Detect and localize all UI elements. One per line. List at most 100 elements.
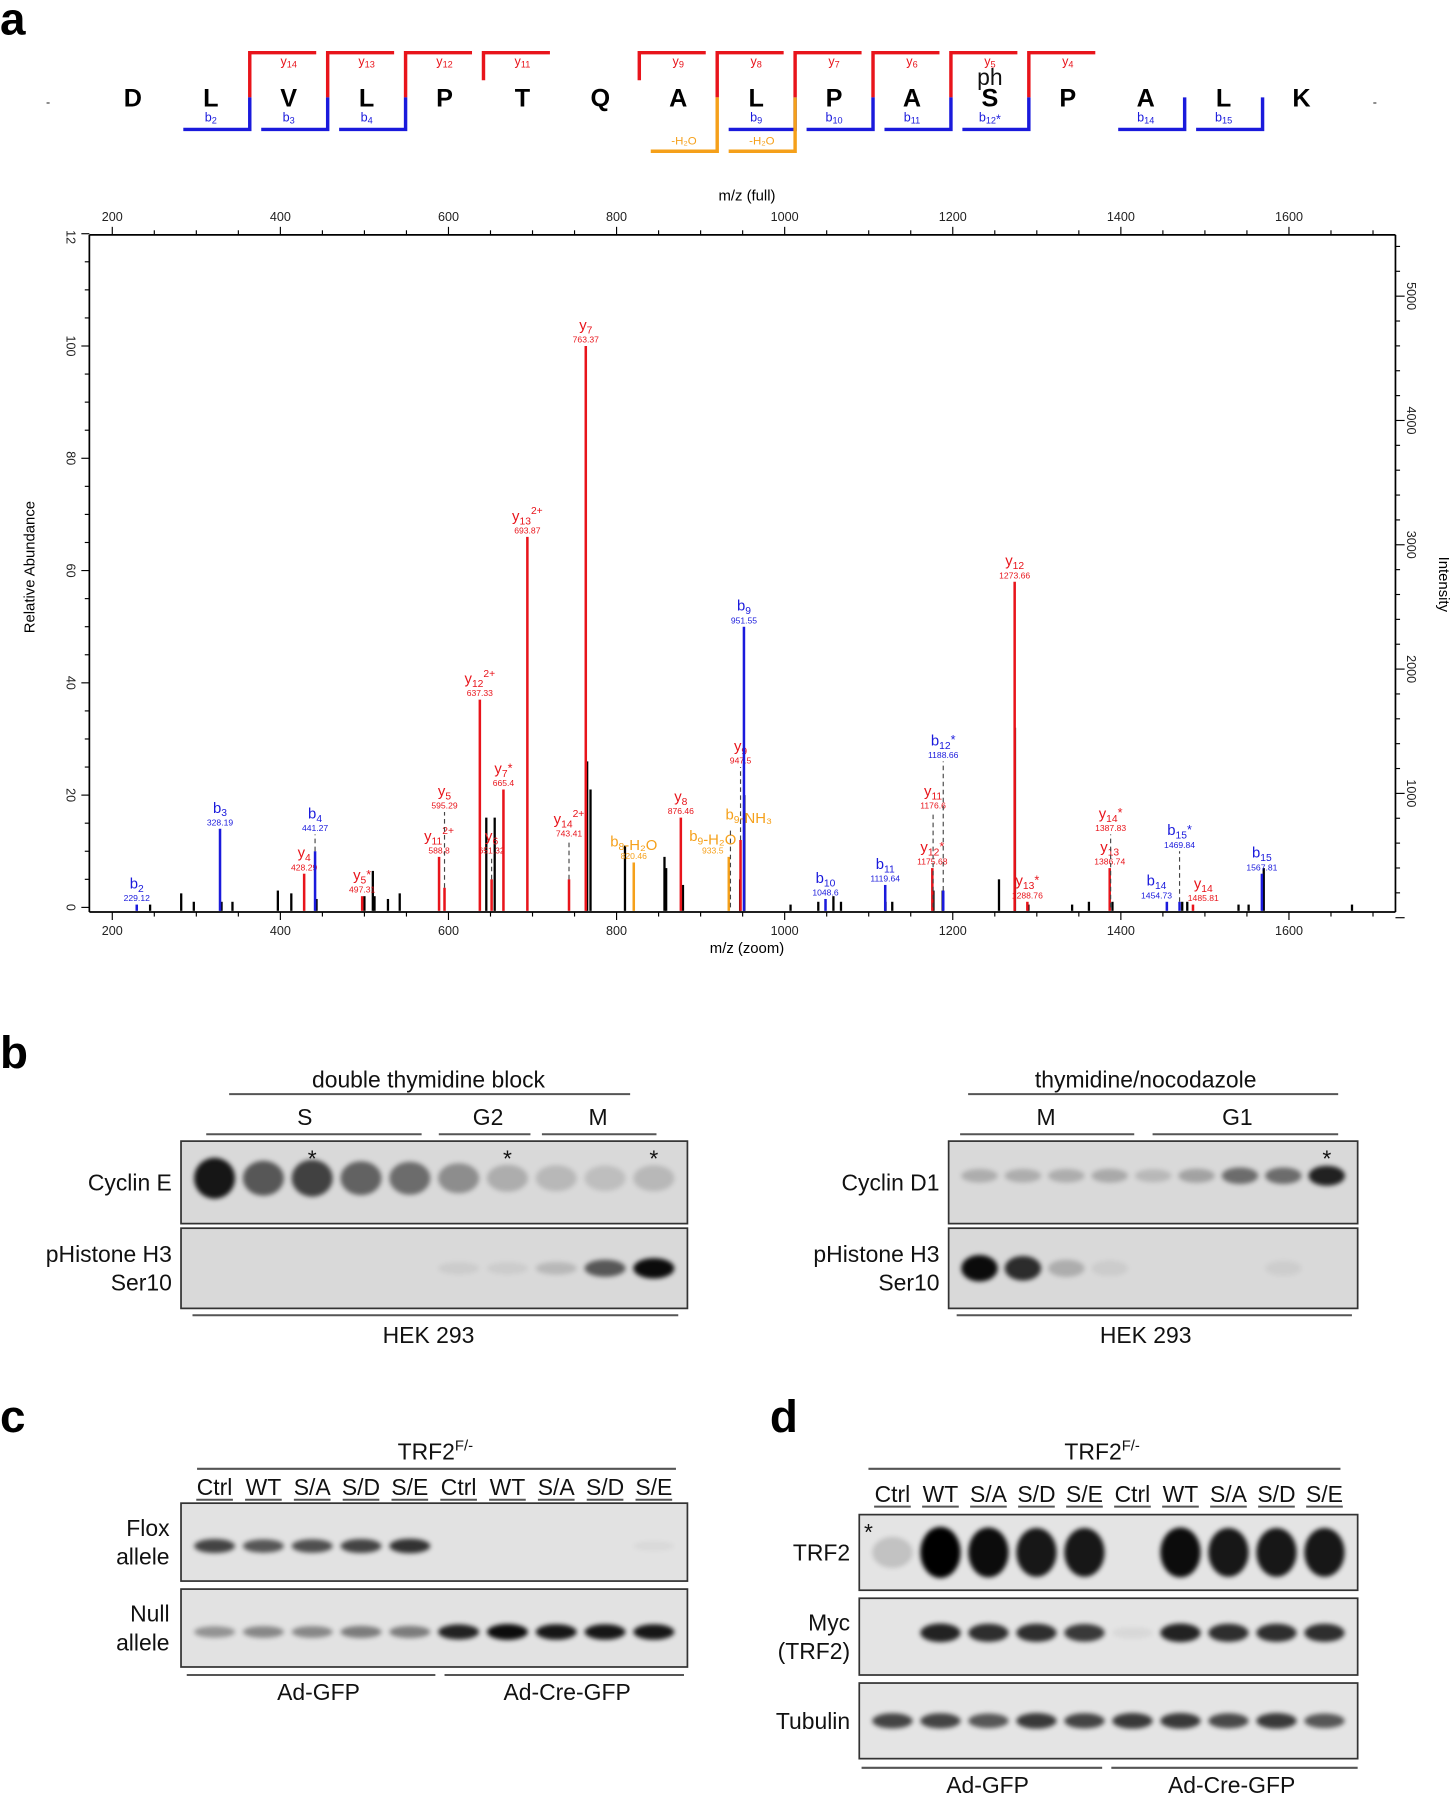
phospho-mark: ph — [977, 64, 1002, 90]
band — [535, 1165, 577, 1192]
ion-number: 8 — [619, 842, 625, 853]
ion-number: 13 — [1108, 847, 1120, 858]
ion-star: * — [939, 840, 944, 854]
peak-ion-label: b15* — [1167, 823, 1192, 842]
ion-type: y — [554, 812, 562, 828]
residue-letter: A — [903, 85, 921, 113]
peak-mz-label: 1119.64 — [870, 874, 900, 884]
ion-number: 13 — [519, 516, 531, 527]
band — [968, 1713, 1009, 1729]
peak-mz-label: 588.8 — [428, 845, 450, 855]
ion-number: 2 — [212, 116, 217, 126]
ion-type: b — [931, 733, 939, 749]
lane-label: S/E — [635, 1474, 672, 1500]
lane-label: S/E — [1066, 1481, 1103, 1507]
peak-ion-label: b9-NH₃ — [726, 808, 773, 827]
y-ion-bracket — [248, 50, 317, 98]
band — [1256, 1623, 1297, 1642]
ion-star: * — [996, 113, 1001, 127]
band — [872, 1713, 913, 1729]
ion-number: 10 — [824, 878, 836, 889]
ion-charge: 2+ — [483, 669, 495, 680]
y-ion-bracket — [715, 50, 784, 98]
ion-type: y — [1062, 54, 1069, 68]
band — [1064, 1528, 1105, 1577]
ion-type: y — [494, 761, 502, 777]
peak-mz-label: 428.29 — [291, 862, 317, 872]
blot-row-label: Ser10 — [878, 1270, 939, 1296]
lane-label: S/D — [1257, 1481, 1295, 1507]
lane-label: S/A — [538, 1474, 576, 1500]
peak-ion-label: b12* — [931, 733, 956, 752]
band — [1256, 1713, 1297, 1729]
y-ion-bracket — [325, 50, 395, 98]
genotype-allele: F/- — [1122, 1438, 1140, 1454]
ion-number: 14 — [1155, 881, 1167, 892]
x-tick-label: 400 — [270, 924, 291, 938]
b-ion-label: b4 — [361, 110, 373, 125]
group-label: Ad-GFP — [946, 1772, 1029, 1798]
panel-c-pcr-gel: TRF2F/- Ctrl WT S/A S/D S/E Ctrl WT S/A S/D S/E Flo… — [116, 1438, 689, 1705]
phase-label: S — [297, 1104, 312, 1130]
peak-mz-label: 1387.83 — [1095, 823, 1126, 833]
peak-ion-label: y4 — [298, 846, 311, 864]
lane-label: WT — [1163, 1481, 1199, 1507]
band — [291, 1626, 333, 1638]
ion-type: b — [689, 829, 697, 845]
ion-number: 6 — [492, 836, 498, 847]
ion-number: 10 — [832, 116, 842, 126]
group-label: Ad-Cre-GFP — [503, 1679, 630, 1705]
lane-label: S/A — [294, 1474, 332, 1500]
blot-row-label: pHistone H3 — [46, 1241, 172, 1267]
ion-number: 12 — [443, 60, 453, 70]
peak-mz-label: 933.5 — [702, 845, 724, 855]
peak-ion-label: b2 — [130, 877, 144, 895]
band — [1304, 1713, 1345, 1729]
peak-ion-label: y112+ — [424, 826, 454, 847]
panel-label-b: b — [0, 1027, 28, 1078]
band — [242, 1626, 284, 1638]
ion-number: 7 — [502, 769, 508, 780]
lane-label: WT — [246, 1474, 282, 1500]
peak-ion-label: y6 — [485, 829, 498, 847]
peak-ion-label: b9 — [737, 599, 751, 617]
ion-number: 11 — [432, 836, 443, 847]
ion-type: y — [1005, 554, 1013, 570]
band — [242, 1160, 284, 1196]
band — [872, 1536, 913, 1568]
water-loss-bracket — [728, 97, 797, 153]
ion-number: 9 — [757, 116, 762, 126]
genotype-label: TRF2F/- — [1064, 1438, 1139, 1464]
band — [961, 1168, 998, 1183]
ion-type: y — [906, 54, 913, 68]
peak-mz-label: 820.46 — [621, 851, 647, 861]
lane-label: Ctrl — [441, 1474, 477, 1500]
peak-mz-label: 1386.74 — [1094, 857, 1125, 867]
ion-number: 12 — [939, 741, 951, 752]
x-top-tick-label: 1600 — [1275, 210, 1303, 224]
ion-type: y — [734, 739, 742, 755]
ion-number: 3 — [221, 808, 227, 819]
band — [438, 1262, 480, 1275]
ion-type: b — [610, 834, 618, 850]
ion-type: b — [876, 857, 884, 873]
band — [584, 1259, 626, 1277]
x-tick-label: 200 — [102, 924, 123, 938]
band — [535, 1261, 577, 1275]
ion-type: y — [750, 54, 757, 68]
ion-number: 12 — [472, 679, 484, 690]
band — [389, 1625, 431, 1638]
lane-label: Ctrl — [1115, 1481, 1151, 1507]
ion-number: 15 — [1222, 116, 1232, 126]
band — [194, 1157, 236, 1199]
band — [1064, 1623, 1105, 1642]
ion-type: y — [438, 784, 446, 800]
b-ion-label: b11 — [904, 110, 921, 125]
peak-ion-label: y142+ — [554, 809, 585, 830]
ion-type: b — [726, 808, 734, 824]
band — [535, 1624, 577, 1640]
residue-letter: L — [359, 85, 374, 113]
peak-ion-label: y11 — [924, 784, 942, 802]
band — [1221, 1167, 1259, 1185]
